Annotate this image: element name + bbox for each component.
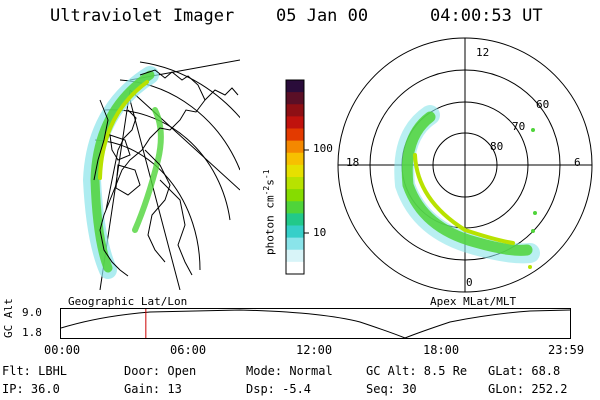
mlat-label-60: 60: [536, 98, 550, 111]
timeline-xtick-0000: 00:00: [44, 343, 81, 357]
info-mode: Mode: Normal: [246, 364, 333, 378]
colorbar-unit-exp1: -2: [262, 185, 271, 196]
timeline-plot: [60, 308, 571, 339]
timeline-ylabel: GC Alt: [2, 298, 15, 338]
timeline-ytick-1-8: 1.8: [22, 326, 42, 339]
mlat-label-70: 70: [512, 120, 526, 133]
colorbar-gradient: [286, 80, 304, 275]
info-dsp: Dsp: -5.4: [246, 382, 312, 396]
polar-plot-panel: [337, 37, 593, 293]
time-label: 04:00:53 UT: [430, 6, 543, 26]
mlt-label-6: 6: [574, 156, 581, 169]
colorbar-unit-s: s: [263, 179, 277, 186]
colorbar-stripe: [286, 249, 304, 263]
colorbar-stripe: [286, 201, 304, 214]
colorbar-unit-exp2: -1: [262, 169, 271, 180]
colorbar-stripe: [286, 104, 304, 117]
info-seq: Seq: 30: [366, 382, 417, 396]
mlat-label-80: 80: [490, 140, 504, 153]
colorbar-stripe: [286, 80, 304, 93]
colorbar-stripe: [286, 189, 304, 202]
polar-panel-label: Apex MLat/MLT: [430, 295, 517, 308]
instrument-title: Ultraviolet Imager: [50, 6, 235, 26]
colorbar-stripe: [286, 152, 304, 166]
info-glat: GLat: 68.8: [488, 364, 561, 378]
info-ip: IP: 36.0: [2, 382, 60, 396]
colorbar-stripe: [286, 213, 304, 227]
info-gc-alt: GC Alt: 8.5 Re: [366, 364, 468, 378]
timeline-ytick-9: 9.0: [22, 306, 42, 319]
info-filter: Flt: LBHL: [2, 364, 68, 378]
colorbar-stripe: [286, 237, 304, 251]
info-door: Door: Open: [124, 364, 197, 378]
colorbar-stripe: [286, 140, 304, 154]
colorbar-stripe: [286, 128, 304, 142]
colorbar-unit-label: photon cm-2s-1: [262, 169, 277, 255]
colorbar-stripe: [286, 116, 304, 130]
colorbar-stripe: [286, 164, 304, 178]
colorbar-unit-base: photon cm: [263, 195, 277, 255]
timeline-xtick-1200: 12:00: [296, 343, 333, 357]
mlt-label-12: 12: [476, 46, 490, 59]
mlt-label-18: 18: [346, 156, 360, 169]
colorbar-stripe: [286, 92, 304, 105]
colorbar: [285, 79, 309, 275]
info-glon: GLon: 252.2: [488, 382, 568, 396]
colorbar-tick-100: 100: [313, 142, 333, 155]
mlt-label-0: 0: [466, 276, 473, 289]
timeline-xtick-1800: 18:00: [423, 343, 460, 357]
timeline-xtick-0600: 06:00: [170, 343, 207, 357]
colorbar-stripe: [286, 261, 304, 275]
colorbar-stripe: [286, 177, 304, 190]
date-label: 05 Jan 00: [276, 6, 369, 26]
colorbar-tick-10: 10: [313, 226, 327, 239]
info-gain: Gain: 13: [124, 382, 182, 396]
geographic-map-graphics: [82, 59, 240, 290]
colorbar-stripe: [286, 225, 304, 239]
timeline-xtick-2359: 23:59: [548, 343, 585, 357]
geographic-panel-label: Geographic Lat/Lon: [68, 295, 188, 308]
